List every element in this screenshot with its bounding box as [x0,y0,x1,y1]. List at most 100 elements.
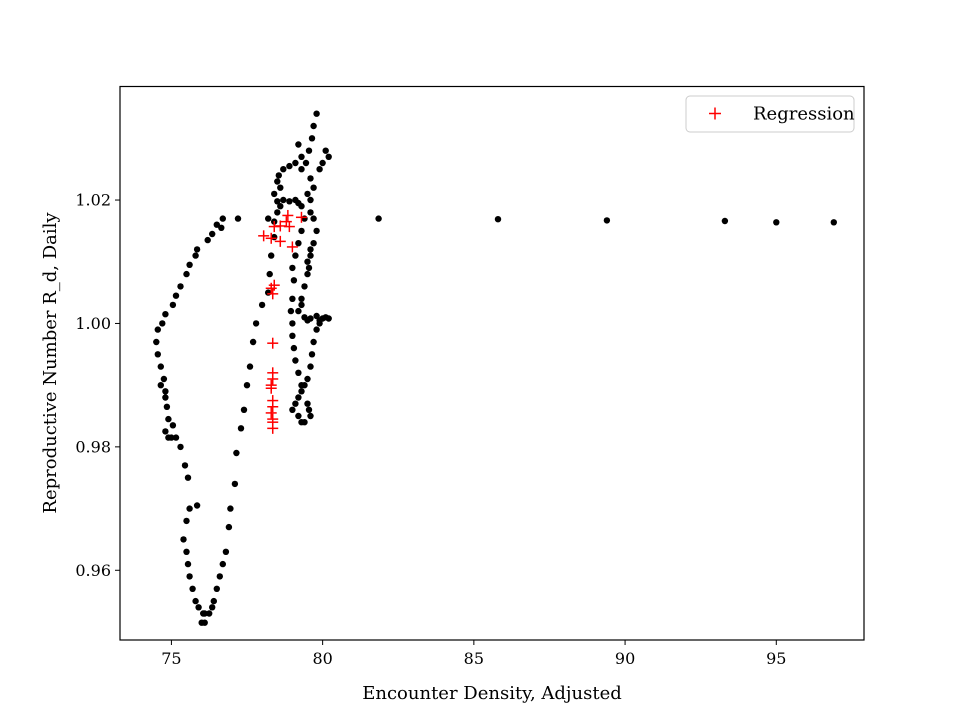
legend: Regression [685,95,855,133]
data-point [289,406,296,413]
data-point [313,227,320,235]
data-point [298,153,305,160]
data-point [322,147,329,154]
points-layer [153,110,837,626]
x-axis-ticks: 75 80 85 90 95 [161,640,786,668]
data-point [219,560,226,568]
data-point [305,264,313,272]
data-point [233,449,240,457]
data-point [213,221,220,228]
regression-point [258,230,270,242]
data-point [180,536,187,543]
plot-area [120,86,864,640]
y-axis-ticks: 0.96 0.98 1.00 1.02 [75,191,120,580]
data-point [280,196,287,204]
data-point [298,166,305,173]
data-point [280,166,287,173]
data-point [154,351,161,358]
data-point [316,320,323,327]
x-axis-label: Encounter Density, Adjusted [362,683,622,704]
data-point [209,604,216,611]
data-point [195,604,202,611]
data-point [200,610,207,617]
data-point [277,203,284,210]
regression-point [283,221,295,233]
regression-point [274,235,286,247]
data-point [252,320,260,327]
data-point [162,394,169,401]
data-point [298,295,305,302]
data-point [301,419,308,426]
data-point [310,215,317,222]
x-tick-label: 75 [161,649,181,668]
data-point [186,505,193,512]
data-point [298,301,305,309]
data-point [292,159,299,167]
y-tick-label: 0.96 [75,561,111,580]
data-point [162,428,169,435]
data-point [186,573,193,580]
data-point [204,236,211,244]
data-point [189,585,196,592]
data-point [277,184,284,191]
data-point [289,320,296,327]
data-point [172,292,180,299]
data-point [216,573,223,580]
data-point [153,338,160,346]
regression-point [267,401,279,413]
data-point [307,209,314,216]
data-point [183,548,190,555]
data-point [302,159,310,167]
data-point [307,175,314,182]
data-point [183,517,190,525]
data-point [298,388,305,395]
data-point [193,246,201,253]
regression-point [265,232,277,244]
data-point [275,172,282,179]
series-regression [258,209,307,434]
data-point [295,141,302,148]
data-point [304,375,311,383]
data-point [168,434,175,441]
data-point [237,425,245,432]
series-observed [153,110,837,626]
data-point [292,400,299,407]
regression-point [267,373,279,385]
data-point [274,209,281,216]
regression-point [286,241,298,253]
data-point [494,216,502,223]
data-point [222,548,230,555]
data-point [209,230,216,238]
data-point [186,261,193,268]
data-point [258,301,266,309]
data-point [213,585,220,592]
data-point [304,270,311,278]
data-point [274,198,281,205]
data-point [183,270,190,278]
data-point [274,178,281,185]
x-tick-label: 80 [312,649,332,668]
data-point [310,122,317,130]
data-point [310,240,317,247]
data-point [177,283,184,290]
regression-point [265,382,277,394]
data-point [310,338,317,346]
data-point [307,246,314,253]
data-point [310,184,317,191]
data-point [292,357,299,364]
data-point [289,264,296,272]
data-point [218,224,225,231]
data-point [313,326,320,333]
data-point [193,502,201,509]
data-point [603,217,611,224]
data-point [325,153,332,160]
data-point [249,338,257,346]
data-point [157,382,164,389]
data-point [290,344,298,352]
data-point [266,270,273,278]
data-point [325,315,332,322]
data-point [219,215,226,222]
data-point [265,215,272,222]
data-point [289,295,296,302]
